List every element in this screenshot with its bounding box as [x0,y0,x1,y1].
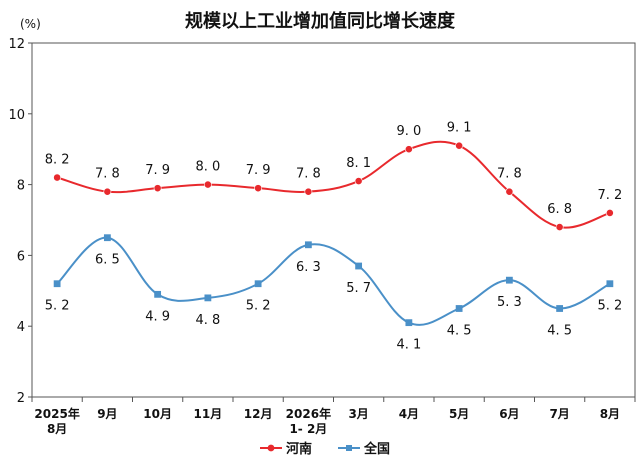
x-tick-label: 2026年 1- 2月 [286,406,331,436]
data-label: 4. 5 [447,324,472,339]
series-layer [53,140,614,327]
x-tick-label: 2025年 8月 [34,406,79,436]
x-axis-ticks: 2025年 8月 9月 10月 11月 12月 2026年 1- 2月 3月 4月 5月 6月 7月 8月 [31,397,636,436]
x-tick-label: 3月 [348,407,368,421]
x-tick-label: 9月 [97,407,117,421]
data-point [355,262,363,270]
legend-label: 河南 [286,441,312,457]
data-label: 7. 2 [597,188,622,203]
data-label: 5. 2 [246,299,271,314]
data-point [404,145,413,154]
x-tick-label: 12月 [244,407,273,421]
data-point [606,280,614,288]
data-point [154,290,162,298]
y-tick-label: 12 [8,37,25,52]
data-point [405,319,413,327]
x-tick-label: 6月 [499,407,519,421]
data-label: 7. 9 [246,163,271,178]
data-label: 5. 7 [346,281,371,296]
data-label: 4. 5 [547,324,572,339]
y-axis-ticks: 2 4 6 8 10 12 [8,37,32,406]
y-tick-label: 6 [17,249,25,264]
chart-title: 规模以上工业增加值同比增长速度 [185,10,456,32]
x-tick-label: 11月 [194,407,223,421]
data-point [254,280,262,288]
data-label: 4. 8 [195,313,220,328]
data-point [53,280,61,288]
legend: 河南 全国 [260,441,390,457]
legend-marker [346,445,352,451]
data-label: 8. 1 [346,156,371,171]
data-point [53,173,62,182]
data-label: 6. 8 [547,202,572,217]
data-labels: 8. 2 7. 8 7. 9 8. 0 7. 9 7. 8 8. 1 9. 0 9. 1 7. 8… [45,121,623,353]
y-tick-label: 2 [17,391,25,406]
data-point [103,187,112,196]
data-point [556,305,564,312]
data-label: 4. 1 [396,338,421,353]
x-tick-label: 8月 [600,407,620,421]
series-line-1 [56,236,611,326]
data-label: 7. 9 [145,163,170,178]
data-label: 4. 9 [145,309,170,324]
data-point [204,294,212,302]
data-point [103,234,111,242]
data-point [304,241,312,249]
y-axis-unit: (%) [20,17,41,31]
data-label: 9. 0 [396,124,421,139]
data-label: 8. 0 [195,160,220,175]
series-line-0 [56,140,611,229]
data-point [203,180,212,189]
data-label: 5. 3 [497,295,522,310]
x-tick-label: 10月 [143,407,172,421]
data-point [505,187,514,196]
data-point [505,276,513,284]
y-tick-label: 8 [17,179,25,194]
legend-label: 全国 [363,441,390,457]
y-tick-label: 10 [8,108,25,123]
y-tick-label: 4 [17,320,25,335]
data-label: 5. 2 [45,299,70,314]
data-point [455,141,464,150]
data-label: 7. 8 [497,167,522,182]
x-tick-label: 7月 [549,407,569,421]
data-label: 5. 2 [597,299,622,314]
data-label: 6. 5 [95,253,120,268]
data-label: 8. 2 [45,153,70,168]
data-point [455,305,463,312]
data-point [254,184,263,193]
data-point [153,184,162,193]
data-label: 7. 8 [95,167,120,182]
data-label: 9. 1 [447,121,472,136]
x-tick-label: 4月 [399,407,419,421]
data-label: 7. 8 [296,167,321,182]
data-point [605,209,614,217]
data-point [354,177,363,185]
x-tick-label: 5月 [449,407,469,421]
data-label: 6. 3 [296,260,321,275]
data-point [304,187,313,196]
data-point [555,223,564,231]
legend-marker [267,444,275,452]
